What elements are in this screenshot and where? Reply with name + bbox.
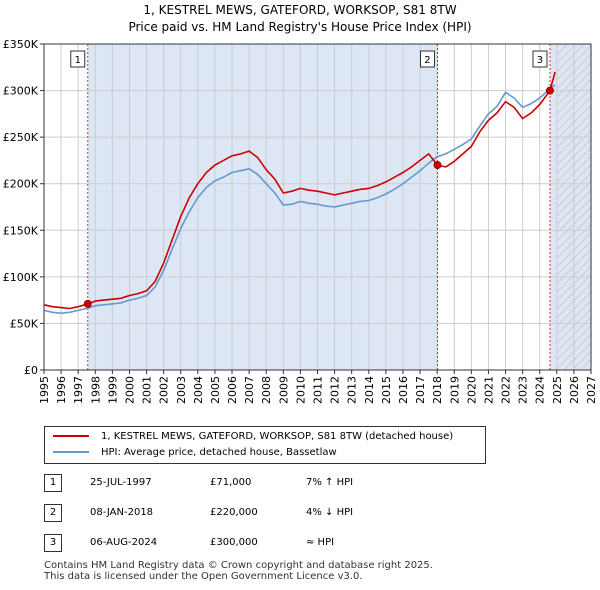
x-tick-label: 2019 bbox=[448, 376, 461, 404]
x-tick-label: 2005 bbox=[209, 376, 222, 404]
legend-swatch-red bbox=[53, 435, 89, 437]
sale-date-1: 25-JUL-1997 bbox=[90, 477, 152, 488]
sale-badge-chart-label-1: 1 bbox=[75, 55, 81, 66]
sale-hpi-2: 4% ↓ HPI bbox=[306, 507, 354, 518]
plot-frame bbox=[43, 43, 592, 371]
legend-item-property: 1, KESTREL MEWS, GATEFORD, WORKSOP, S81 … bbox=[53, 429, 453, 445]
x-tick-label: 2013 bbox=[346, 376, 359, 404]
sale-badge-chart-1 bbox=[70, 50, 86, 68]
sale-point-1 bbox=[83, 299, 92, 308]
sale-row-2: 2 08-JAN-2018 £220,000 4% ↓ HPI bbox=[44, 503, 484, 523]
footer-copyright: Contains HM Land Registry data © Crown c… bbox=[44, 560, 433, 571]
sale-price-1: £71,000 bbox=[210, 477, 252, 488]
y-tick-label: £50K bbox=[10, 317, 39, 330]
sale-row-1: 1 25-JUL-1997 £71,000 7% ↑ HPI bbox=[44, 473, 484, 493]
y-tick-label: £350K bbox=[3, 38, 39, 51]
x-tick-label: 2007 bbox=[243, 376, 256, 404]
x-tick-label: 2022 bbox=[500, 376, 513, 404]
x-tick-label: 2016 bbox=[397, 376, 410, 404]
legend-label-property: 1, KESTREL MEWS, GATEFORD, WORKSOP, S81 … bbox=[101, 431, 454, 442]
x-tick-label: 2023 bbox=[517, 376, 530, 404]
x-tick-label: 2001 bbox=[141, 376, 154, 404]
x-tick-label: 1999 bbox=[106, 376, 119, 404]
shaded-region-1 bbox=[87, 44, 438, 370]
footer-licence: This data is licensed under the Open Gov… bbox=[44, 571, 363, 582]
sale-hpi-1: 7% ↑ HPI bbox=[306, 477, 354, 488]
sale-badge-chart-2 bbox=[419, 50, 435, 68]
x-tick-label: 1998 bbox=[89, 376, 102, 404]
sale-badge-2: 2 bbox=[44, 504, 62, 522]
x-tick-label: 1995 bbox=[38, 376, 51, 404]
sale-hpi-3: ≈ HPI bbox=[306, 537, 335, 548]
legend-item-hpi: HPI: Average price, detached house, Bass… bbox=[53, 445, 337, 461]
x-tick-label: 2000 bbox=[123, 376, 136, 404]
x-tick-label: 2008 bbox=[260, 376, 273, 404]
property-price-line bbox=[43, 71, 556, 310]
x-tick-label: 2015 bbox=[380, 376, 393, 404]
sale-row-3: 3 06-AUG-2024 £300,000 ≈ HPI bbox=[44, 533, 484, 553]
chart-subtitle: Price paid vs. HM Land Registry's House … bbox=[128, 20, 472, 34]
y-tick-label: £0 bbox=[24, 364, 38, 377]
x-tick-label: 2002 bbox=[158, 376, 171, 404]
y-tick-label: £150K bbox=[3, 224, 39, 237]
x-tick-label: 2011 bbox=[312, 376, 325, 404]
sale-price-2: £220,000 bbox=[210, 507, 258, 518]
sale-badge-3: 3 bbox=[44, 534, 62, 552]
x-tick-label: 2021 bbox=[482, 376, 495, 404]
price-chart: 1 2 3 1995 1996 1997 1998 1999 2000 2001 2002 2003… bbox=[3, 38, 598, 404]
x-tick-label: 2025 bbox=[551, 376, 564, 404]
sale-badge-1: 1 bbox=[44, 474, 62, 492]
y-tick-label: £250K bbox=[3, 131, 39, 144]
y-tick-label: £100K bbox=[3, 271, 39, 284]
x-tick-label: 2017 bbox=[414, 376, 427, 404]
sale-date-2: 08-JAN-2018 bbox=[90, 507, 154, 518]
x-tick-label: 2024 bbox=[534, 376, 547, 404]
x-tick-label: 2018 bbox=[431, 376, 444, 404]
sale-badge-chart-label-3: 3 bbox=[537, 55, 543, 66]
sale-point-2 bbox=[433, 161, 442, 170]
sale-date-3: 06-AUG-2024 bbox=[90, 537, 158, 548]
x-tick-label: 1997 bbox=[72, 376, 85, 404]
hpi-line bbox=[43, 84, 556, 315]
x-tick-label: 2009 bbox=[277, 376, 290, 404]
y-tick-label: £200K bbox=[3, 178, 39, 191]
chart-title: 1, KESTREL MEWS, GATEFORD, WORKSOP, S81 … bbox=[143, 3, 457, 17]
x-tick-label: 2004 bbox=[192, 376, 205, 404]
x-tick-label: 2010 bbox=[294, 376, 307, 404]
y-tick-label: £300K bbox=[3, 85, 39, 98]
legend-label-hpi: HPI: Average price, detached house, Bass… bbox=[101, 447, 337, 458]
x-tick-label: 2027 bbox=[585, 376, 598, 404]
sale-badge-chart-3 bbox=[532, 50, 548, 68]
legend: 1, KESTREL MEWS, GATEFORD, WORKSOP, S81 … bbox=[44, 426, 486, 464]
sale-badge-chart-label-2: 2 bbox=[424, 55, 430, 66]
x-tick-label: 2003 bbox=[175, 376, 188, 404]
sale-point-3 bbox=[545, 86, 554, 95]
legend-swatch-blue bbox=[53, 451, 89, 453]
x-tick-label: 2006 bbox=[226, 376, 239, 404]
x-tick-label: 2012 bbox=[329, 376, 342, 404]
x-tick-label: 2020 bbox=[465, 376, 478, 404]
x-tick-label: 2026 bbox=[568, 376, 581, 404]
sale-price-3: £300,000 bbox=[210, 537, 258, 548]
x-tick-label: 1996 bbox=[55, 376, 68, 404]
x-tick-label: 2014 bbox=[363, 376, 376, 404]
